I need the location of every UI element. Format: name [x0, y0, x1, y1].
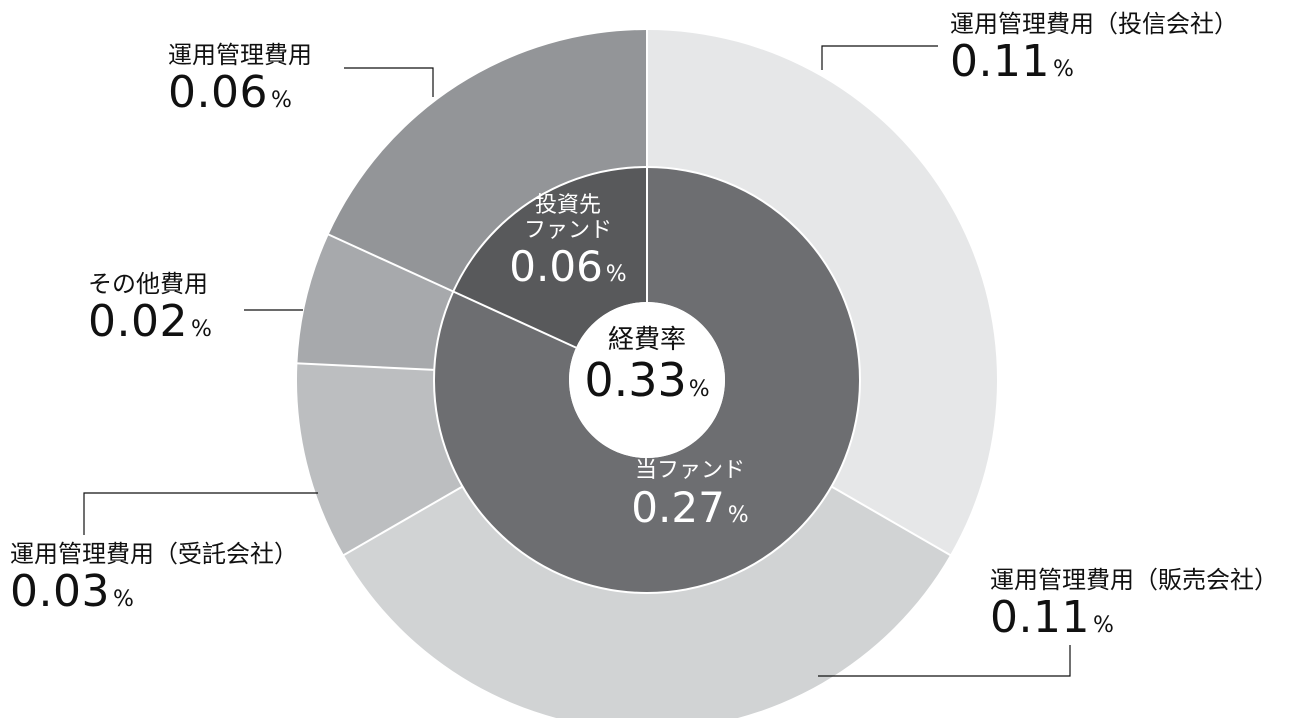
label-name: 運用管理費用（受託会社） — [10, 540, 298, 568]
label-trustee-fee: 運用管理費用（受託会社） 0.03% — [10, 542, 298, 614]
leader-line-trustee — [83, 492, 318, 535]
inner-ring — [434, 167, 860, 593]
center-value: 0.33% — [584, 352, 710, 407]
inner-slice-1 — [453, 167, 647, 348]
center-label: 経費率 0.33% — [567, 326, 727, 405]
outer-slice-3 — [297, 234, 454, 370]
inner-label-line-2: ファンド — [523, 217, 612, 243]
label-value: 0.11% — [950, 36, 1075, 87]
inner-label-investee-fund: 投資先 ファンド 0.06% — [468, 193, 668, 292]
leader-line-trust-company — [821, 45, 938, 70]
inner-label-line-1: 投資先 — [534, 193, 601, 218]
label-name: その他費用 — [88, 270, 208, 298]
inner-divider-1 — [452, 290, 577, 349]
label-trust-company-fee: 運用管理費用（投信会社） 0.11% — [950, 12, 1238, 84]
inner-label-name: 当ファンド — [634, 458, 745, 483]
slice-dividers — [295, 28, 953, 594]
label-other-fees: その他費用 0.02% — [88, 272, 212, 344]
inner-label-value: 0.06% — [509, 242, 627, 292]
center-title: 経費率 — [607, 325, 686, 355]
leader-lines — [83, 45, 1071, 677]
outer-slice-0 — [647, 30, 997, 555]
leader-line-investee-management — [344, 67, 434, 97]
label-name: 運用管理費用（投信会社） — [950, 10, 1238, 38]
label-value: 0.02% — [88, 296, 213, 347]
center-hole — [569, 302, 725, 458]
outer-slice-4 — [328, 30, 647, 292]
outer-ring — [297, 30, 997, 718]
label-distributor-fee: 運用管理費用（販売会社） 0.11% — [990, 568, 1278, 640]
outer-slice-1 — [343, 486, 951, 718]
outer-slice-2 — [297, 363, 463, 555]
ring-separator — [433, 166, 861, 594]
inner-slice-0 — [434, 167, 860, 593]
outer-divider-2 — [341, 485, 464, 557]
label-value: 0.06% — [168, 67, 293, 118]
outer-divider-3 — [295, 362, 435, 371]
label-investee-management-fee: 運用管理費用 0.06% — [168, 43, 312, 115]
label-name: 運用管理費用（販売会社） — [990, 566, 1278, 594]
outer-divider-1 — [830, 485, 953, 557]
label-value: 0.11% — [990, 592, 1115, 643]
inner-label-value: 0.27% — [631, 482, 749, 532]
label-value: 0.03% — [10, 566, 135, 617]
leader-line-distributor — [818, 645, 1071, 677]
label-name: 運用管理費用 — [168, 41, 312, 69]
inner-label-this-fund: 当ファンド 0.27% — [605, 458, 775, 532]
outer-divider-4 — [326, 232, 454, 293]
